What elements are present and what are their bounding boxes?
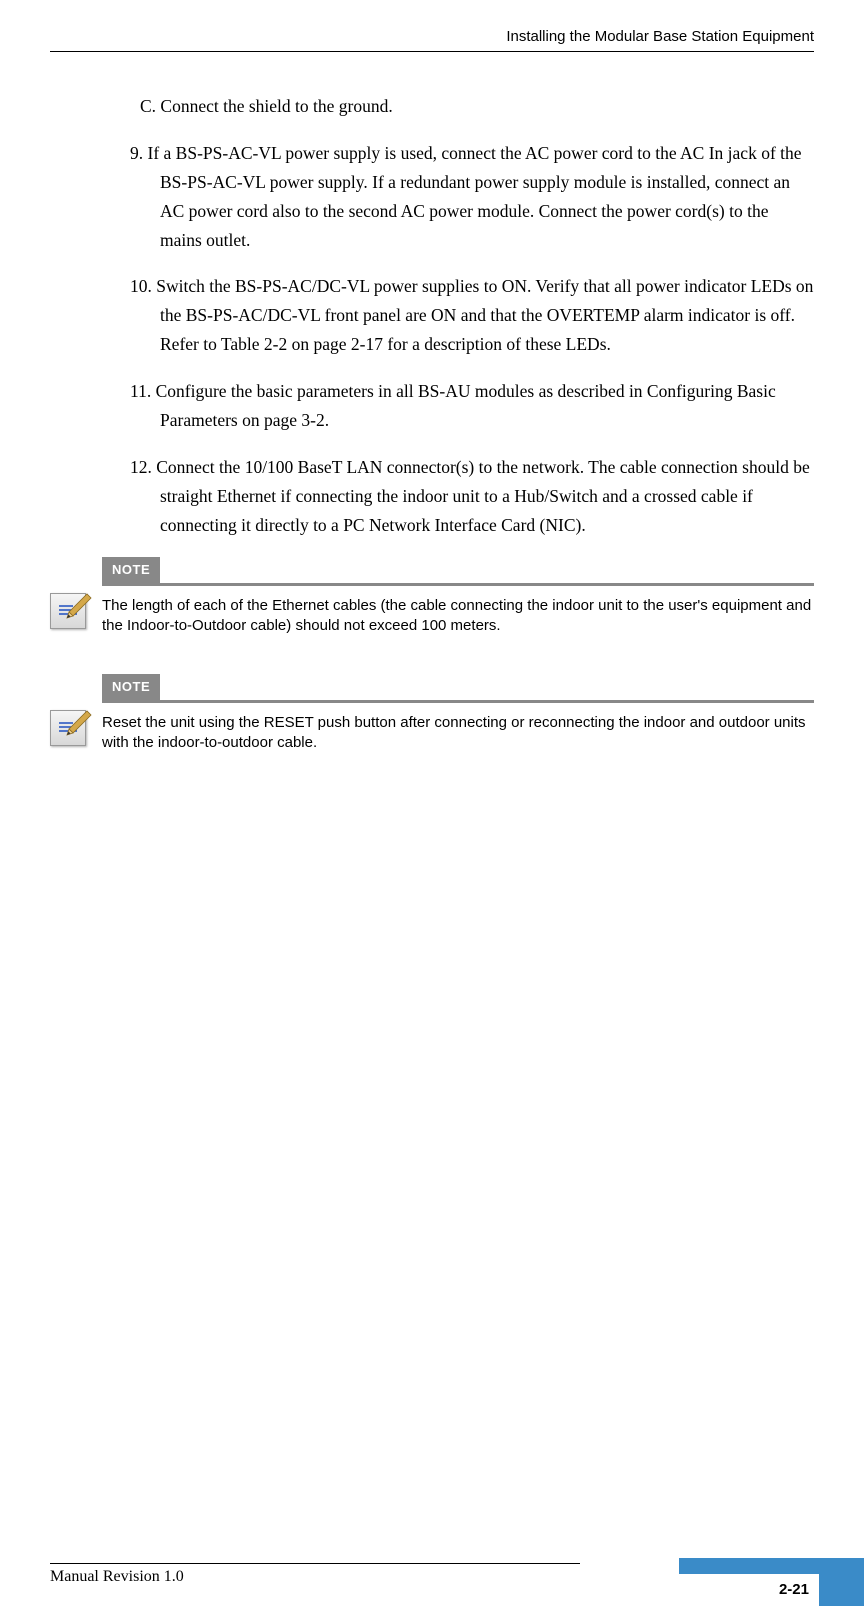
note-label: NOTE — [102, 674, 160, 700]
note-block-1: NOTE The length of each of the Ethernet … — [50, 557, 814, 636]
note-content-2: NOTE Reset the unit using the RESET push… — [102, 674, 814, 753]
list-item-c: C. Connect the shield to the ground. — [130, 92, 814, 121]
pencil-note-icon — [50, 710, 86, 746]
page-number-box: 2-21 — [724, 1536, 864, 1606]
accent-bar-side — [819, 1558, 864, 1606]
note-content-1: NOTE The length of each of the Ethernet … — [102, 557, 814, 636]
page-number: 2-21 — [779, 1581, 809, 1598]
page: Installing the Modular Base Station Equi… — [0, 0, 864, 1606]
pencil-note-icon — [50, 593, 86, 629]
note-label: NOTE — [102, 557, 160, 583]
page-header: Installing the Modular Base Station Equi… — [50, 28, 814, 52]
note-divider — [102, 583, 814, 586]
main-content: C. Connect the shield to the ground. 9. … — [50, 92, 814, 539]
footer-rule — [50, 1563, 580, 1564]
note-text-1: The length of each of the Ethernet cable… — [102, 596, 814, 637]
note-divider — [102, 700, 814, 703]
list-item-12: 12. Connect the 10/100 BaseT LAN connect… — [130, 453, 814, 540]
accent-bar-top — [679, 1558, 819, 1574]
note-text-2: Reset the unit using the RESET push butt… — [102, 713, 814, 754]
list-item-10: 10. Switch the BS-PS-AC/DC-VL power supp… — [130, 272, 814, 359]
list-item-9: 9. If a BS-PS-AC-VL power supply is used… — [130, 139, 814, 255]
header-title: Installing the Modular Base Station Equi… — [506, 28, 814, 45]
note-block-2: NOTE Reset the unit using the RESET push… — [50, 674, 814, 753]
list-item-11: 11. Configure the basic parameters in al… — [130, 377, 814, 435]
